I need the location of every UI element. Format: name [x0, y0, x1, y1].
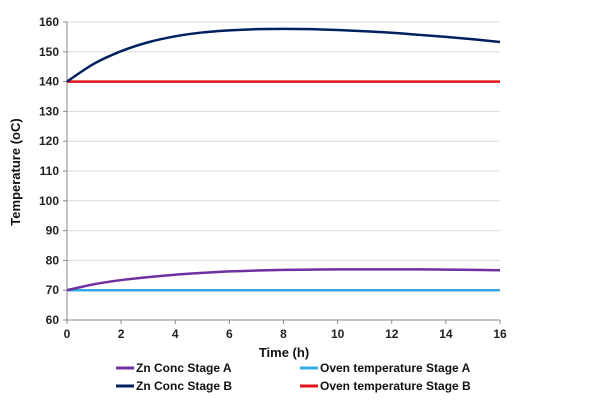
series-lines	[66, 27, 501, 292]
legend-item-zn-conc-stage-b: Zn Conc Stage B	[116, 379, 232, 393]
y-tick-label: 70	[46, 283, 60, 297]
y-tick-label: 80	[46, 253, 60, 267]
y-tick-label: 110	[40, 164, 60, 178]
series-line-zn-conc-stage-b	[66, 27, 501, 83]
legend-item-oven-temperature-stage-b: Oven temperature Stage B	[300, 379, 471, 393]
x-tick-label: 12	[385, 327, 399, 341]
y-axis-title: Temperature (oC)	[8, 118, 23, 225]
series-line-zn-conc-stage-a	[66, 268, 501, 292]
legend-item-zn-conc-stage-a: Zn Conc Stage A	[116, 361, 232, 375]
y-tick-label: 130	[39, 104, 59, 118]
legend-label: Oven temperature Stage B	[320, 379, 471, 393]
y-tick-label: 160	[39, 15, 59, 29]
x-axis-title: Time (h)	[259, 345, 309, 360]
y-tick-label: 150	[39, 45, 59, 59]
gridlines	[67, 21, 500, 291]
legend-label: Zn Conc Stage B	[136, 379, 232, 393]
y-tick-label: 100	[39, 194, 59, 208]
x-tick-label: 14	[439, 327, 453, 341]
x-tick-label: 0	[64, 327, 71, 341]
legend-label: Oven temperature Stage A	[320, 361, 471, 375]
x-tick-label: 2	[118, 327, 125, 341]
y-tick-label: 60	[46, 313, 60, 327]
x-tick-label: 6	[226, 327, 233, 341]
x-tick-label: 16	[493, 327, 507, 341]
y-tick-label: 90	[46, 224, 60, 238]
legend: Zn Conc Stage A Oven temperature Stage A Z…	[116, 361, 471, 393]
tick-labels: 60 70 80 90 100 110 120 130 140 150 160 0 2 4 6 8 10 12 14…	[39, 15, 507, 341]
axes	[63, 21, 501, 324]
x-tick-label: 10	[331, 327, 345, 341]
legend-item-oven-temperature-stage-a: Oven temperature Stage A	[300, 361, 471, 375]
y-tick-label: 120	[39, 134, 59, 148]
x-tick-label: 8	[280, 327, 287, 341]
y-tick-label: 140	[39, 75, 59, 89]
legend-label: Zn Conc Stage A	[136, 361, 232, 375]
x-tick-label: 4	[172, 327, 179, 341]
